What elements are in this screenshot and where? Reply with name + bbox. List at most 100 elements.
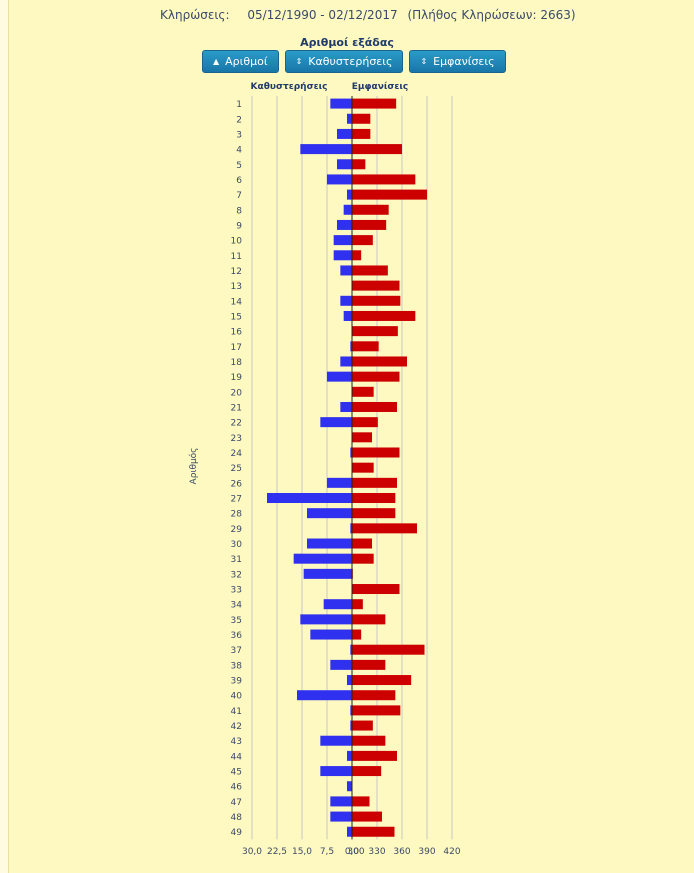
left-tick-label: 22,5: [267, 847, 287, 857]
delay-bar: [347, 189, 352, 200]
delay-bar: [350, 523, 352, 534]
delay-bar: [307, 538, 352, 549]
category-label: 44: [231, 752, 243, 762]
category-label: 49: [231, 828, 243, 838]
y-axis-title: Αριθμός: [188, 448, 199, 485]
appearance-bar: [352, 417, 378, 428]
appearance-bar: [352, 401, 397, 412]
date-range: 05/12/1990 - 02/12/2017: [247, 8, 398, 22]
category-label: 10: [231, 237, 243, 247]
category-label: 47: [231, 798, 242, 808]
delay-bar: [340, 295, 352, 306]
delay-bar: [330, 796, 352, 807]
appearance-bar: [352, 326, 398, 337]
appearance-bar: [352, 826, 395, 837]
sort-by-delays-label: Καθυστερήσεις: [308, 55, 393, 68]
category-label: 17: [231, 343, 242, 353]
delay-bar: [267, 493, 352, 504]
delay-bar: [320, 735, 352, 746]
appearance-bar: [352, 720, 373, 731]
category-label: 7: [236, 191, 242, 201]
delay-bar: [347, 826, 352, 837]
category-label: 1: [236, 100, 242, 110]
delay-bar: [297, 690, 352, 701]
delay-bar: [350, 447, 352, 458]
appearance-bar: [352, 493, 396, 504]
appearance-bar: [352, 341, 379, 352]
delay-bar: [350, 705, 352, 716]
delay-bar: [330, 811, 352, 822]
delay-bar: [333, 235, 352, 246]
appearance-bar: [352, 523, 417, 534]
appearance-bar: [352, 356, 407, 367]
appearance-bar: [352, 690, 396, 701]
appearance-bar: [352, 204, 389, 215]
appearance-bar: [352, 174, 416, 185]
delay-bar: [337, 219, 352, 230]
category-label: 30: [231, 540, 243, 550]
appearance-bar: [352, 280, 400, 291]
appearance-bar: [352, 796, 370, 807]
category-label: 39: [231, 677, 243, 687]
delay-bar: [310, 629, 352, 640]
category-label: 15: [231, 312, 242, 322]
category-label: 6: [236, 176, 242, 186]
appearance-bar: [352, 614, 386, 625]
category-label: 33: [231, 586, 242, 596]
delay-bar: [347, 781, 352, 792]
delay-bar: [327, 477, 352, 488]
sort-up-icon: ▲: [213, 57, 220, 66]
right-tick-label: 420: [443, 847, 460, 857]
delay-bar: [300, 614, 352, 625]
delay-bar: [327, 174, 352, 185]
left-tick-label: 0,0: [345, 847, 360, 857]
delay-bar: [327, 371, 352, 382]
category-label: 34: [231, 601, 243, 611]
appearance-bar: [352, 447, 400, 458]
delay-bar: [330, 659, 352, 670]
delay-bar: [343, 310, 352, 321]
category-label: 13: [231, 282, 242, 292]
category-label: 27: [231, 495, 242, 505]
category-label: 42: [231, 722, 242, 732]
left-tick-label: 7,5: [320, 847, 334, 857]
appearance-bar: [352, 250, 362, 261]
category-label: 19: [231, 373, 243, 383]
sort-by-appearances-button[interactable]: ⇕ Εμφανίσεις: [409, 50, 506, 73]
delay-bar: [340, 265, 352, 276]
appearance-bar: [352, 219, 387, 230]
sort-icon: ⇕: [295, 57, 303, 66]
category-label: 2: [236, 115, 242, 125]
appearance-bar: [352, 128, 371, 139]
category-label: 20: [231, 388, 243, 398]
appearance-bar: [352, 235, 373, 246]
appearance-bar: [352, 553, 374, 564]
delay-bar: [300, 144, 352, 155]
appearance-bar: [352, 265, 388, 276]
appearance-bar: [352, 644, 425, 655]
category-label: 43: [231, 737, 242, 747]
sort-by-delays-button[interactable]: ⇕ Καθυστερήσεις: [284, 50, 404, 73]
sort-buttons: ▲ Αριθμοί ⇕ Καθυστερήσεις ⇕ Εμφανίσεις: [202, 50, 506, 73]
delays-axis-label: Καθυστερήσεις: [251, 82, 328, 92]
delay-bar: [320, 417, 352, 428]
delay-bar: [340, 401, 352, 412]
delay-bar: [347, 113, 352, 124]
appearance-bar: [352, 113, 371, 124]
category-label: 37: [231, 646, 242, 656]
appearance-bar: [352, 750, 397, 761]
appearance-bar: [352, 766, 382, 777]
category-label: 45: [231, 768, 242, 778]
category-label: 32: [231, 570, 242, 580]
category-label: 29: [231, 525, 243, 535]
delay-bar: [303, 568, 352, 579]
right-tick-label: 390: [418, 847, 435, 857]
appearance-bar: [352, 144, 402, 155]
delay-bar: [333, 250, 352, 261]
appearance-bar: [352, 432, 372, 443]
left-tick-label: 15,0: [292, 847, 312, 857]
sort-by-numbers-button[interactable]: ▲ Αριθμοί: [202, 50, 279, 73]
appearance-bar: [352, 371, 400, 382]
category-label: 3: [236, 130, 242, 140]
